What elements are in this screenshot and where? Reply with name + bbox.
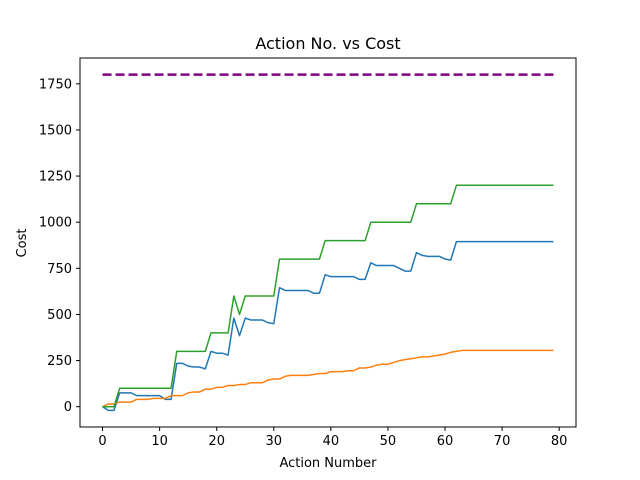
y-axis-ticks: 0 250 500 750 1000 1250 1500 1750: [39, 77, 80, 415]
x-tick-label: 70: [494, 434, 511, 449]
y-axis-label: Cost: [15, 229, 30, 258]
x-tick-label: 30: [266, 434, 283, 449]
series-line-3: [102, 184, 554, 408]
x-tick-label: 20: [208, 434, 225, 449]
y-tick-label: 1750: [39, 77, 72, 92]
x-tick-label: 0: [98, 434, 106, 449]
y-tick-label: 1250: [39, 170, 72, 185]
plot-lines: [102, 73, 554, 412]
y-tick-label: 1500: [39, 123, 72, 138]
x-tick-label: 10: [151, 434, 168, 449]
x-tick-label: 40: [323, 434, 340, 449]
series-line-2: [102, 349, 554, 408]
y-tick-label: 750: [47, 262, 72, 277]
y-tick-label: 0: [64, 400, 72, 415]
chart-title: Action No. vs Cost: [255, 34, 400, 53]
x-tick-label: 60: [437, 434, 454, 449]
x-axis-ticks: 0 10 20 30 40 50 60 70 80: [98, 427, 567, 449]
y-tick-label: 250: [47, 354, 72, 369]
y-tick-label: 1000: [39, 216, 72, 231]
x-tick-label: 80: [551, 434, 568, 449]
x-axis-label: Action Number: [279, 456, 377, 471]
series-line-1: [102, 240, 554, 412]
x-tick-label: 50: [380, 434, 397, 449]
y-tick-label: 500: [47, 308, 72, 323]
plot-frame: [79, 57, 577, 428]
